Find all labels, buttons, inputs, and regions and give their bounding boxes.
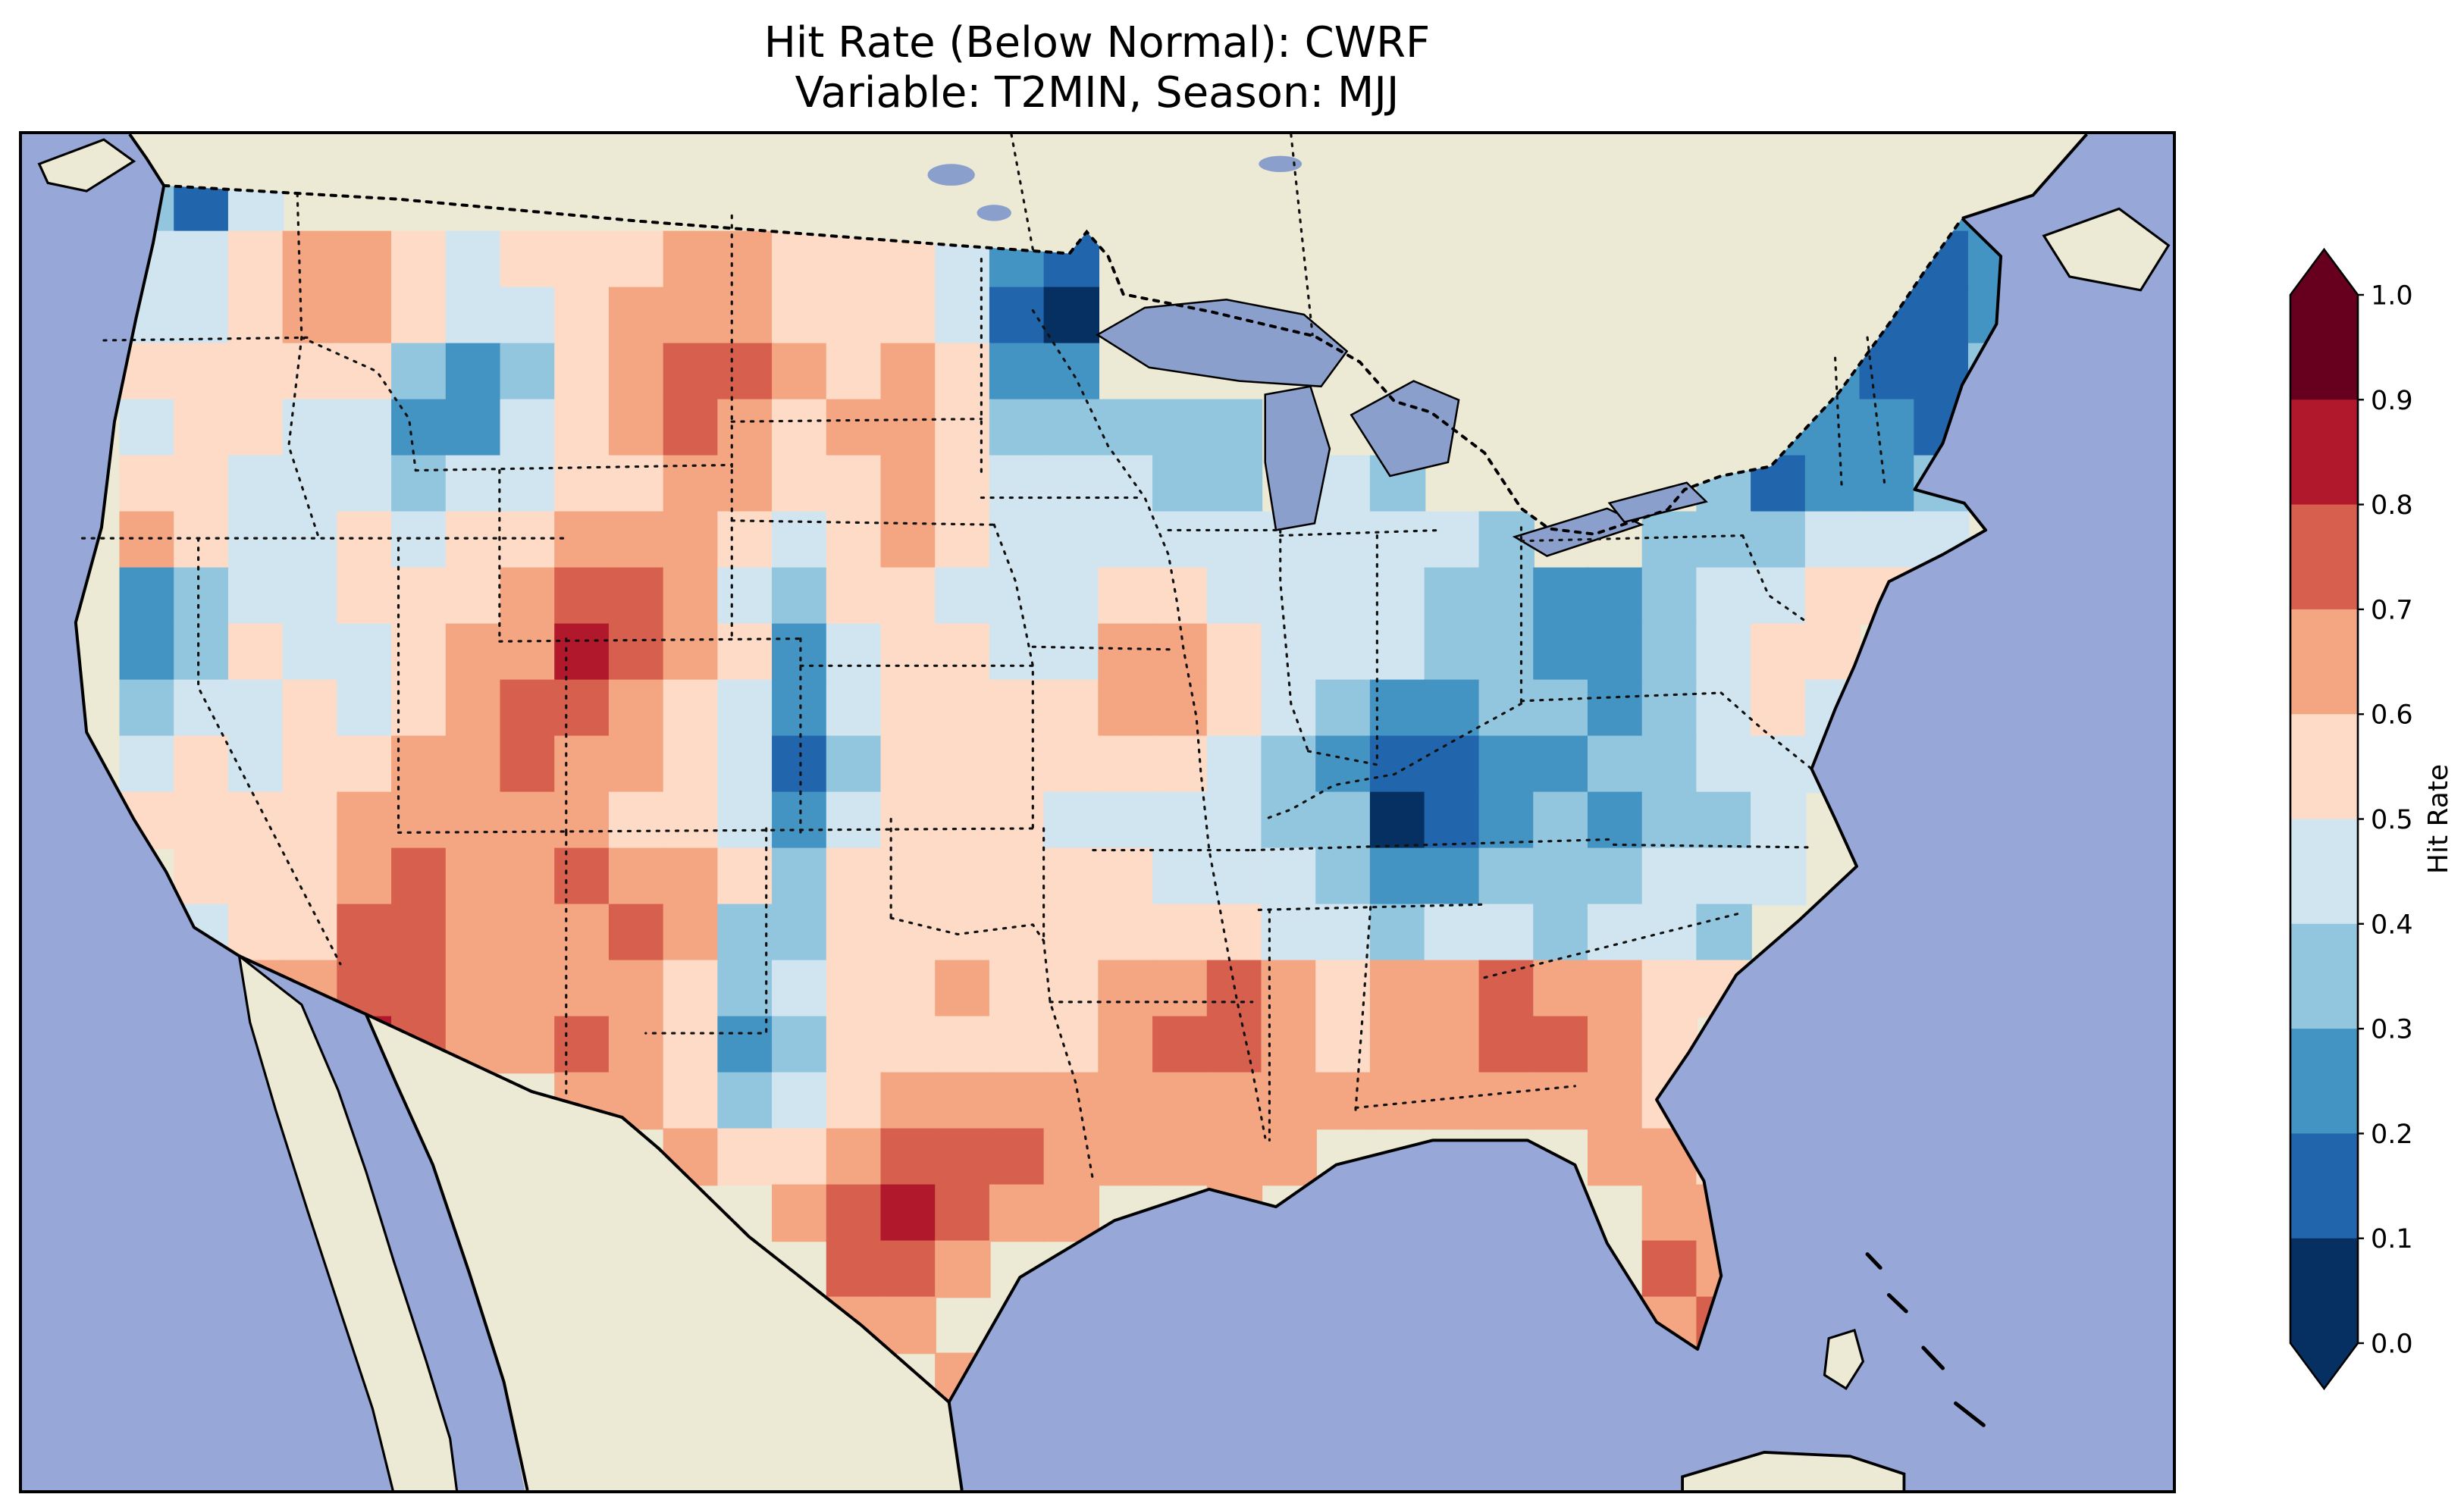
cuba xyxy=(1681,1451,1906,1490)
baja-land xyxy=(237,953,459,1490)
bahamas-island xyxy=(1823,1328,1865,1391)
colorbar-tick-label: 0.5 xyxy=(2371,805,2413,835)
colorbar-axis-label: Hit Rate xyxy=(2423,764,2454,874)
colorbar-over-arrow xyxy=(2290,249,2358,295)
colorbar-tick-label: 0.7 xyxy=(2371,595,2413,625)
island-chain xyxy=(1865,1252,1986,1427)
canada-lake xyxy=(927,164,975,186)
colorbar-tick-label: 0.8 xyxy=(2371,490,2413,521)
colorbar-tick-label: 0.6 xyxy=(2371,700,2413,731)
us-hit-rate-map xyxy=(22,134,2173,1490)
mexico-land xyxy=(365,1014,961,1490)
vancouver-island xyxy=(37,138,136,193)
colorbar-ticks: 1.0 0.9 0.8 0.7 0.6 0.5 0.4 0.3 0.2 0.1 0.0 xyxy=(2358,281,2413,1360)
figure-title-block: Hit Rate (Below Normal): CWRF Variable: … xyxy=(764,18,1431,118)
figure-subtitle: Variable: T2MIN, Season: MJJ xyxy=(795,68,1400,118)
colorbar-tick-label: 0.0 xyxy=(2371,1330,2413,1360)
colorbar-tick-label: 0.9 xyxy=(2371,386,2413,416)
map-panel xyxy=(19,131,2176,1493)
colorbar-under-arrow xyxy=(2290,1343,2358,1389)
great-lakes xyxy=(1096,298,1708,557)
colorbar-tick-label: 0.3 xyxy=(2371,1015,2413,1045)
canada-lake xyxy=(1259,155,1303,173)
figure-title: Hit Rate (Below Normal): CWRF xyxy=(763,18,1431,67)
colorbar-tick-label: 1.0 xyxy=(2371,281,2413,312)
nova-scotia xyxy=(2042,207,2171,292)
state-borders xyxy=(80,134,1886,1182)
colorbar-tick-label: 0.2 xyxy=(2371,1120,2413,1150)
canada-land xyxy=(129,134,2087,534)
canada-lake xyxy=(977,205,1011,221)
colorbar-panel: 1.0 0.9 0.8 0.7 0.6 0.5 0.4 0.3 0.2 0.1 0.0 Hit Rat… xyxy=(2289,247,2464,1391)
colorbar: 1.0 0.9 0.8 0.7 0.6 0.5 0.4 0.3 0.2 0.1 0.0 Hit Rat… xyxy=(2289,247,2454,1391)
coastlines xyxy=(74,134,2088,1490)
colorbar-tick-label: 0.1 xyxy=(2371,1224,2413,1254)
colorbar-tick-label: 0.4 xyxy=(2371,910,2413,940)
